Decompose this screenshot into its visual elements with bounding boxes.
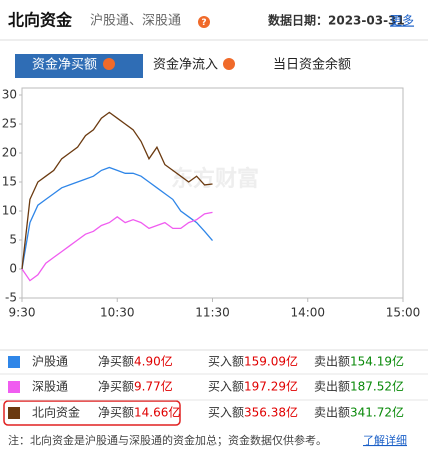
summary-value: 197.29亿 (244, 379, 298, 394)
y-tick-label: 5 (9, 233, 17, 247)
summary-value: 14.66亿 (134, 405, 180, 420)
x-tick-label: 15:00 (386, 306, 421, 320)
legend-label: 北向资金 (32, 405, 80, 420)
x-tick-label: 11:30 (195, 306, 230, 320)
summary-value: 356.38亿 (244, 405, 298, 420)
y-tick-label: 30 (2, 88, 17, 102)
x-tick-label: 9:30 (9, 306, 36, 320)
summary-label: 净买额 (98, 380, 134, 394)
help-icon[interactable] (223, 58, 235, 70)
summary-value: 9.77亿 (134, 379, 173, 394)
summary-value: 187.52亿 (350, 379, 404, 394)
y-tick-label: 15 (2, 175, 17, 189)
y-tick-label: 10 (2, 204, 17, 218)
date-label: 数据日期：2023-03-31 (268, 13, 405, 28)
legend-label: 深股通 (32, 380, 68, 394)
x-tick-label: 14:00 (290, 306, 325, 320)
y-tick-label: 25 (2, 117, 17, 131)
tab[interactable]: 资金净买额 (32, 57, 97, 73)
help-icon[interactable] (198, 16, 210, 28)
y-tick-label: -5 (5, 291, 17, 305)
highlight-box (3, 400, 181, 426)
subtitle: 沪股通、深股通 (90, 13, 181, 29)
series-line (21, 166, 213, 270)
series-line (21, 211, 213, 282)
summary-label: 卖出额 (314, 406, 350, 420)
summary-label: 买入额 (208, 355, 244, 369)
summary-value: 341.72亿 (350, 405, 404, 420)
summary-label: 卖出额 (314, 380, 350, 394)
help-icon[interactable] (103, 58, 115, 70)
summary-label: 净买额 (98, 355, 134, 369)
legend-swatch (8, 407, 20, 419)
legend-label: 沪股通 (32, 355, 68, 369)
help-icon-text: ? (201, 18, 206, 28)
detail-link[interactable]: 了解详细 (363, 433, 407, 447)
summary-label: 净买额 (98, 406, 134, 420)
more-link[interactable]: 更多 (390, 14, 414, 28)
summary-value: 4.90亿 (134, 354, 173, 369)
summary-value: 154.19亿 (350, 354, 404, 369)
summary-label: 买入额 (208, 380, 244, 394)
footnote: 注：北向资金是沪股通与深股通的资金加总；资金数据仅供参考。 (8, 433, 327, 447)
page-title: 北向资金 (8, 11, 73, 30)
tab[interactable]: 资金净流入 (153, 57, 218, 73)
summary-label: 卖出额 (314, 355, 350, 369)
tab[interactable]: 当日资金余额 (273, 57, 351, 73)
y-tick-label: 20 (2, 146, 17, 160)
summary-label: 买入额 (208, 406, 244, 420)
x-tick-label: 10:30 (100, 306, 135, 320)
series-line (21, 111, 213, 270)
plot-frame (21, 87, 404, 299)
legend-swatch (8, 381, 20, 393)
summary-value: 159.09亿 (244, 354, 298, 369)
legend-swatch (8, 356, 20, 368)
y-tick-label: 0 (9, 262, 17, 276)
